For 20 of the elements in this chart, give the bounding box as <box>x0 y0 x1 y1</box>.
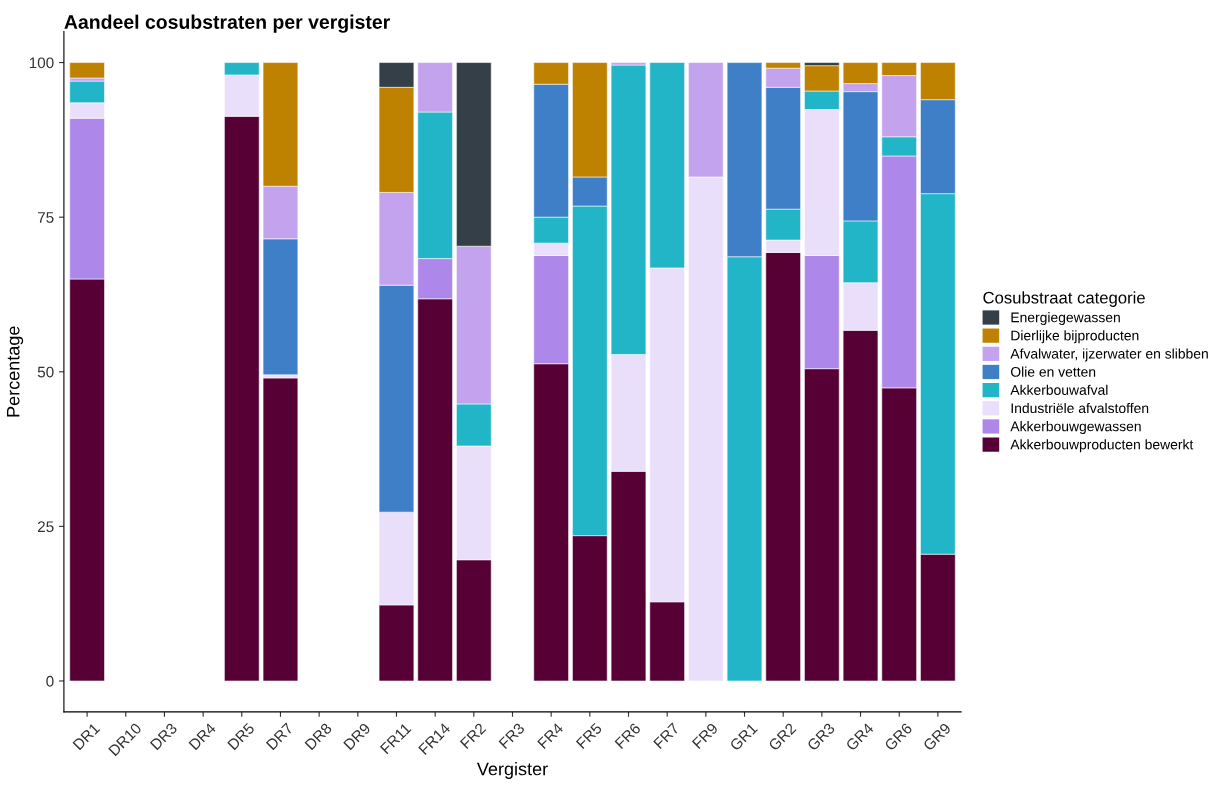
chart-title: Aandeel cosubstraten per vergister <box>64 14 390 33</box>
bar <box>262 377 299 682</box>
x-tick-label: FR9 <box>691 722 719 750</box>
y-tick-label: 50 <box>37 366 54 378</box>
legend-label: Akkerbouwafval <box>1010 384 1108 395</box>
x-axis-title: Vergister <box>476 762 548 779</box>
legend-label: Dierlijke bijproducten <box>1011 330 1139 344</box>
legend-label: Industriële afvalstoffen <box>1011 402 1149 414</box>
y-axis-title: Percentage <box>6 326 24 417</box>
y-tick-label: 75 <box>37 212 54 223</box>
legend-label: Akkerbouwproducten bewerkt <box>1010 439 1194 453</box>
y-tick-label: 25 <box>37 521 54 533</box>
legend-title: Cosubstraat categorie <box>983 291 1145 307</box>
y-tick-label: 100 <box>29 57 54 69</box>
y-tick-label: 0 <box>46 675 54 687</box>
bar <box>69 62 105 79</box>
legend-label: Olie en vetten <box>1010 366 1096 377</box>
legend-label: Energiegewassen <box>1011 312 1120 326</box>
legend-label: Afvalwater, ijzerwater en slibben <box>1010 348 1208 362</box>
legend-label: Akkerbouwgewassen <box>1010 421 1141 435</box>
